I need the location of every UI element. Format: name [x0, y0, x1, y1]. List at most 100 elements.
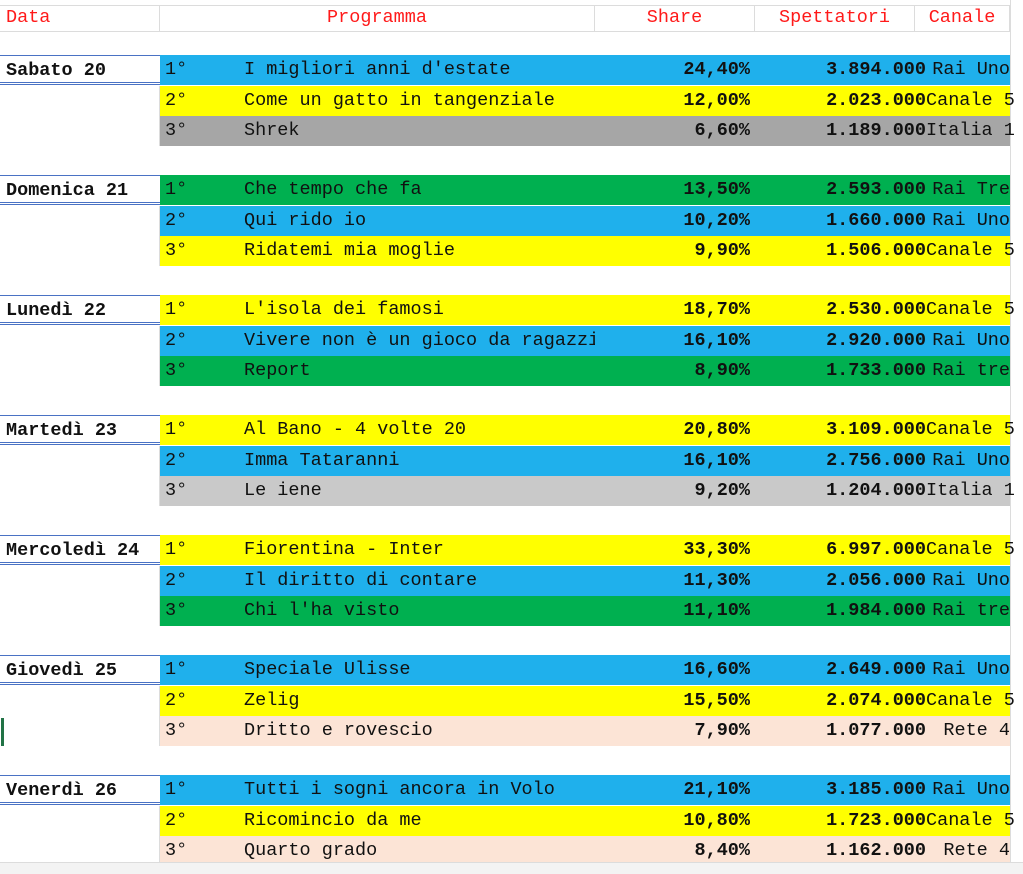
table-row[interactable]: 1° Che tempo che fa 13,50% 2.593.000 Rai… [160, 175, 1010, 205]
rank-cell[interactable]: 1° [165, 179, 188, 200]
channel-cell[interactable]: Canale 5 [926, 419, 1015, 440]
table-row[interactable]: 3° Report 8,90% 1.733.000 Rai tre [160, 356, 1010, 386]
empty-cell[interactable] [0, 566, 160, 626]
channel-cell[interactable]: Rete 4 [943, 720, 1010, 741]
table-row[interactable]: 3° Shrek 6,60% 1.189.000 Italia 1 [160, 116, 1015, 146]
program-cell[interactable]: Il diritto di contare [244, 569, 478, 591]
date-cell[interactable]: Lunedì 22 [0, 295, 160, 325]
program-cell[interactable]: Vivere non è un gioco da ragazzi [244, 329, 595, 351]
date-cell[interactable]: Mercoledì 24 [0, 535, 160, 565]
rank-cell[interactable]: 2° [165, 329, 188, 351]
rank-cell[interactable]: 2° [165, 569, 188, 591]
program-cell[interactable]: Quarto grado [244, 840, 378, 861]
channel-cell[interactable]: Italia 1 [926, 480, 1015, 501]
rank-cell[interactable]: 1° [165, 419, 188, 440]
share-cell[interactable]: 18,70% [683, 299, 750, 320]
viewers-cell[interactable]: 3.894.000 [826, 59, 926, 80]
header-canale[interactable]: Canale [915, 6, 1010, 31]
channel-cell[interactable]: Canale 5 [926, 89, 1015, 111]
program-cell[interactable]: Report [244, 360, 311, 381]
rank-cell[interactable]: 1° [165, 299, 188, 320]
rank-cell[interactable]: 1° [165, 539, 188, 560]
viewers-cell[interactable]: 3.185.000 [826, 779, 926, 800]
table-row[interactable]: 2° Zelig 15,50% 2.074.000 Canale 5 [160, 685, 1015, 716]
program-cell[interactable]: Le iene [244, 480, 322, 501]
empty-cell[interactable] [0, 686, 160, 746]
rank-cell[interactable]: 3° [165, 720, 188, 741]
empty-cell[interactable] [0, 446, 160, 506]
table-row[interactable]: 2° Ricomincio da me 10,80% 1.723.000 Can… [160, 805, 1015, 836]
share-cell[interactable]: 13,50% [683, 179, 750, 200]
channel-cell[interactable]: Rai tre [932, 360, 1010, 381]
program-cell[interactable]: Fiorentina - Inter [244, 539, 444, 560]
date-cell[interactable]: Martedì 23 [0, 415, 160, 445]
viewers-cell[interactable]: 2.023.000 [826, 89, 926, 111]
program-cell[interactable]: Al Bano - 4 volte 20 [244, 419, 467, 440]
channel-cell[interactable]: Canale 5 [926, 809, 1015, 831]
program-cell[interactable]: Ridatemi mia moglie [244, 240, 455, 261]
channel-cell[interactable]: Rai Uno [932, 209, 1010, 231]
program-cell[interactable]: Shrek [244, 120, 300, 141]
share-cell[interactable]: 10,20% [683, 209, 750, 231]
table-row[interactable]: 2° Imma Tataranni 16,10% 2.756.000 Rai U… [160, 445, 1010, 476]
rank-cell[interactable]: 3° [165, 360, 188, 381]
date-cell[interactable]: Sabato 20 [0, 55, 160, 85]
date-cell[interactable]: Giovedì 25 [0, 655, 160, 685]
program-cell[interactable]: Dritto e rovescio [244, 720, 433, 741]
program-cell[interactable]: Come un gatto in tangenziale [244, 89, 555, 111]
viewers-cell[interactable]: 3.109.000 [826, 419, 926, 440]
header-programma[interactable]: Programma [160, 6, 595, 31]
channel-cell[interactable]: Canale 5 [926, 240, 1015, 261]
viewers-cell[interactable]: 2.074.000 [826, 689, 926, 711]
share-cell[interactable]: 16,10% [683, 329, 750, 351]
viewers-cell[interactable]: 1.189.000 [826, 120, 926, 141]
table-row[interactable]: 1° Al Bano - 4 volte 20 20,80% 3.109.000… [160, 415, 1015, 445]
viewers-cell[interactable]: 2.756.000 [826, 449, 926, 471]
viewers-cell[interactable]: 1.506.000 [826, 240, 926, 261]
table-row[interactable]: 1° L'isola dei famosi 18,70% 2.530.000 C… [160, 295, 1015, 325]
table-row[interactable]: 3° Le iene 9,20% 1.204.000 Italia 1 [160, 476, 1015, 506]
table-row[interactable]: 2° Qui rido io 10,20% 1.660.000 Rai Uno [160, 205, 1010, 236]
header-share[interactable]: Share [595, 6, 755, 31]
program-cell[interactable]: Imma Tataranni [244, 449, 400, 471]
table-row[interactable]: 2° Vivere non è un gioco da ragazzi 16,1… [160, 325, 1010, 356]
rank-cell[interactable]: 2° [165, 89, 188, 111]
table-row[interactable]: 3° Quarto grado 8,40% 1.162.000 Rete 4 [160, 836, 1010, 866]
channel-cell[interactable]: Rai Uno [932, 569, 1010, 591]
program-cell[interactable]: Che tempo che fa [244, 179, 422, 200]
share-cell[interactable]: 9,20% [694, 480, 750, 501]
program-cell[interactable]: Tutti i sogni ancora in Volo [244, 779, 555, 800]
rank-cell[interactable]: 1° [165, 59, 188, 80]
share-cell[interactable]: 7,90% [694, 720, 750, 741]
program-cell[interactable]: Chi l'ha visto [244, 600, 400, 621]
viewers-cell[interactable]: 1.204.000 [826, 480, 926, 501]
table-row[interactable]: 3° Dritto e rovescio 7,90% 1.077.000 Ret… [160, 716, 1010, 746]
viewers-cell[interactable]: 1.984.000 [826, 600, 926, 621]
table-row[interactable]: 1° Tutti i sogni ancora in Volo 21,10% 3… [160, 775, 1010, 805]
channel-cell[interactable]: Rai Uno [932, 779, 1010, 800]
channel-cell[interactable]: Rai Tre [932, 179, 1010, 200]
channel-cell[interactable]: Canale 5 [926, 689, 1015, 711]
rank-cell[interactable]: 3° [165, 840, 188, 861]
share-cell[interactable]: 15,50% [683, 689, 750, 711]
rank-cell[interactable]: 1° [165, 779, 188, 800]
viewers-cell[interactable]: 1.077.000 [826, 720, 926, 741]
viewers-cell[interactable]: 2.593.000 [826, 179, 926, 200]
rank-cell[interactable]: 2° [165, 689, 188, 711]
channel-cell[interactable]: Rai Uno [932, 659, 1010, 680]
empty-cell[interactable] [0, 86, 160, 146]
share-cell[interactable]: 16,60% [683, 659, 750, 680]
share-cell[interactable]: 33,30% [683, 539, 750, 560]
share-cell[interactable]: 6,60% [694, 120, 750, 141]
rank-cell[interactable]: 2° [165, 209, 188, 231]
channel-cell[interactable]: Canale 5 [926, 539, 1015, 560]
share-cell[interactable]: 24,40% [683, 59, 750, 80]
program-cell[interactable]: L'isola dei famosi [244, 299, 444, 320]
viewers-cell[interactable]: 2.920.000 [826, 329, 926, 351]
share-cell[interactable]: 8,90% [694, 360, 750, 381]
program-cell[interactable]: Ricomincio da me [244, 809, 422, 831]
table-row[interactable]: 3° Chi l'ha visto 11,10% 1.984.000 Rai t… [160, 596, 1010, 626]
channel-cell[interactable]: Rai Uno [932, 329, 1010, 351]
viewers-cell[interactable]: 2.056.000 [826, 569, 926, 591]
table-row[interactable]: 2° Come un gatto in tangenziale 12,00% 2… [160, 85, 1015, 116]
